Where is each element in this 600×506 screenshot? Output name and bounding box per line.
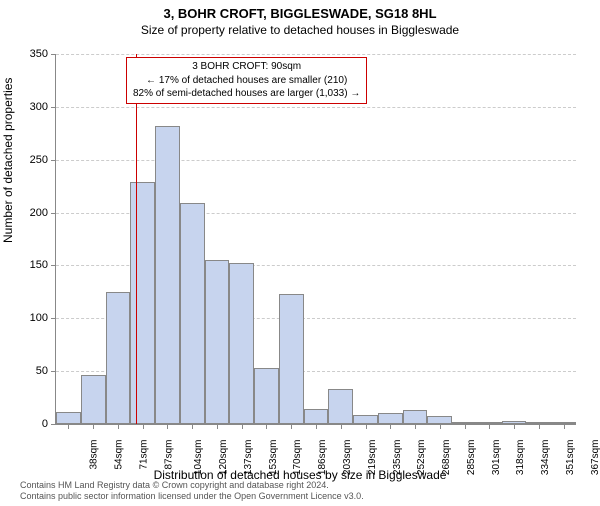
annotation-line-1: 3 BOHR CROFT: 90sqm	[133, 60, 360, 74]
y-tick-label: 150	[8, 259, 48, 271]
x-tick	[167, 424, 168, 429]
x-tick-label: 54sqm	[114, 440, 125, 470]
x-tick	[143, 424, 144, 429]
x-tick-label: 351sqm	[565, 440, 576, 476]
y-tick-label: 250	[8, 154, 48, 166]
histogram-bar	[130, 182, 155, 424]
y-tick	[51, 160, 56, 161]
y-tick	[51, 318, 56, 319]
x-tick-label: 137sqm	[243, 440, 254, 476]
x-tick-label: 268sqm	[441, 440, 452, 476]
y-tick-label: 200	[8, 207, 48, 219]
y-tick	[51, 107, 56, 108]
x-tick	[316, 424, 317, 429]
x-tick	[514, 424, 515, 429]
histogram-chart: 3 BOHR CROFT: 90sqm← 17% of detached hou…	[55, 54, 575, 424]
x-tick	[564, 424, 565, 429]
plot-area: 3 BOHR CROFT: 90sqm← 17% of detached hou…	[55, 54, 576, 425]
annotation-line-2: ← 17% of detached houses are smaller (21…	[133, 74, 360, 88]
y-tick-label: 300	[8, 101, 48, 113]
histogram-bar	[254, 368, 279, 424]
y-tick-label: 350	[8, 48, 48, 60]
grid-line	[56, 107, 576, 109]
y-tick	[51, 265, 56, 266]
x-tick	[415, 424, 416, 429]
x-tick	[390, 424, 391, 429]
annotation-box: 3 BOHR CROFT: 90sqm← 17% of detached hou…	[126, 57, 367, 104]
x-tick-label: 301sqm	[491, 440, 502, 476]
x-tick-label: 87sqm	[163, 440, 174, 470]
x-tick	[68, 424, 69, 429]
histogram-bar	[403, 410, 428, 424]
x-tick	[440, 424, 441, 429]
x-tick	[266, 424, 267, 429]
y-tick-label: 100	[8, 312, 48, 324]
histogram-bar	[155, 126, 180, 424]
histogram-bar	[106, 292, 131, 424]
histogram-bar	[56, 412, 81, 424]
y-tick	[51, 54, 56, 55]
footer-line-1: Contains HM Land Registry data © Crown c…	[20, 480, 364, 491]
x-tick-label: 367sqm	[590, 440, 600, 476]
x-tick	[539, 424, 540, 429]
x-tick	[465, 424, 466, 429]
y-tick	[51, 213, 56, 214]
annotation-line-3: 82% of semi-detached houses are larger (…	[133, 87, 360, 101]
page-title: 3, BOHR CROFT, BIGGLESWADE, SG18 8HL	[0, 6, 600, 21]
grid-line	[56, 160, 576, 162]
x-tick-label: 153sqm	[268, 440, 279, 476]
x-tick	[366, 424, 367, 429]
x-tick	[217, 424, 218, 429]
y-tick-label: 0	[8, 418, 48, 430]
x-tick-label: 120sqm	[218, 440, 229, 476]
x-tick-label: 38sqm	[89, 440, 100, 470]
x-tick	[341, 424, 342, 429]
histogram-bar	[279, 294, 304, 424]
x-tick-label: 186sqm	[317, 440, 328, 476]
x-tick-label: 203sqm	[342, 440, 353, 476]
y-tick	[51, 424, 56, 425]
y-tick	[51, 371, 56, 372]
x-tick-label: 252sqm	[416, 440, 427, 476]
histogram-bar	[205, 260, 230, 424]
marker-line	[136, 54, 137, 424]
x-tick	[242, 424, 243, 429]
x-tick-label: 71sqm	[138, 440, 149, 470]
x-tick	[489, 424, 490, 429]
x-tick	[291, 424, 292, 429]
x-tick	[192, 424, 193, 429]
x-tick-label: 104sqm	[194, 440, 205, 476]
footer-line-2: Contains public sector information licen…	[20, 491, 364, 502]
histogram-bar	[427, 416, 452, 424]
histogram-bar	[378, 413, 403, 424]
x-tick	[93, 424, 94, 429]
histogram-bar	[304, 409, 329, 424]
x-tick-label: 170sqm	[293, 440, 304, 476]
histogram-bar	[81, 375, 106, 424]
histogram-bar	[180, 203, 205, 424]
page-subtitle: Size of property relative to detached ho…	[0, 23, 600, 37]
x-tick-label: 334sqm	[540, 440, 551, 476]
x-tick-label: 219sqm	[367, 440, 378, 476]
y-tick-label: 50	[8, 365, 48, 377]
x-tick-label: 318sqm	[515, 440, 526, 476]
histogram-bar	[229, 263, 254, 424]
x-tick-label: 285sqm	[466, 440, 477, 476]
histogram-bar	[353, 415, 378, 425]
x-tick	[118, 424, 119, 429]
x-tick-label: 235sqm	[392, 440, 403, 476]
footer-attribution: Contains HM Land Registry data © Crown c…	[20, 480, 364, 502]
grid-line	[56, 54, 576, 56]
histogram-bar	[328, 389, 353, 424]
